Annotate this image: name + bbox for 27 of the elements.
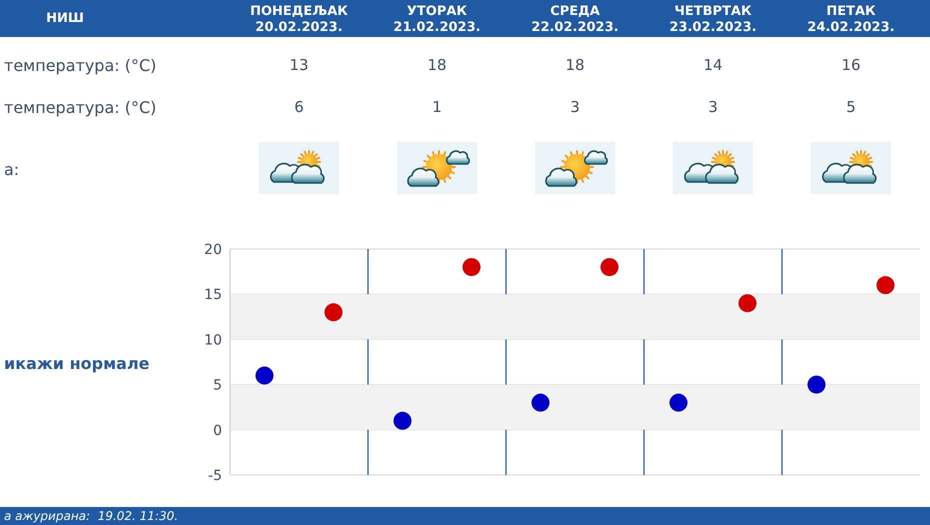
y-tick-label: 0: [213, 422, 222, 439]
text: СРЕДА 22.02.2023.: [531, 4, 619, 35]
data-label: 16: [840, 56, 862, 74]
data-label: 18: [564, 56, 586, 74]
y-tick-label: 5: [213, 378, 222, 394]
text: а ажурирана: 19.02. 11:30.: [4, 509, 178, 523]
text: УТОРАК 21.02.2023.: [393, 4, 481, 35]
text: а:: [4, 160, 20, 179]
text: температура: (°C): [4, 56, 156, 75]
text: ЧЕТВРТАК 23.02.2023.: [669, 4, 757, 35]
data-label: 14: [702, 56, 724, 74]
y-tick-label: 20: [204, 242, 222, 258]
data-label: 18: [426, 56, 448, 74]
data-label: 3: [707, 98, 719, 116]
text: НИШ: [46, 11, 84, 26]
y-tick-label: 15: [204, 287, 222, 304]
text: температура: (°C): [4, 98, 156, 117]
y-tick-label: 10: [204, 332, 222, 348]
data-label: 3: [569, 98, 581, 116]
data-label: 5: [845, 98, 857, 116]
text: ПОНЕДЕЉАК 20.02.2023.: [250, 4, 348, 35]
data-label: 13: [288, 56, 310, 74]
y-tick-label: -5: [208, 468, 222, 484]
text: икажи нормале: [4, 354, 150, 373]
data-label: 6: [293, 98, 305, 116]
data-label: 1: [431, 98, 443, 116]
text: ПЕТАК 24.02.2023.: [807, 4, 895, 35]
